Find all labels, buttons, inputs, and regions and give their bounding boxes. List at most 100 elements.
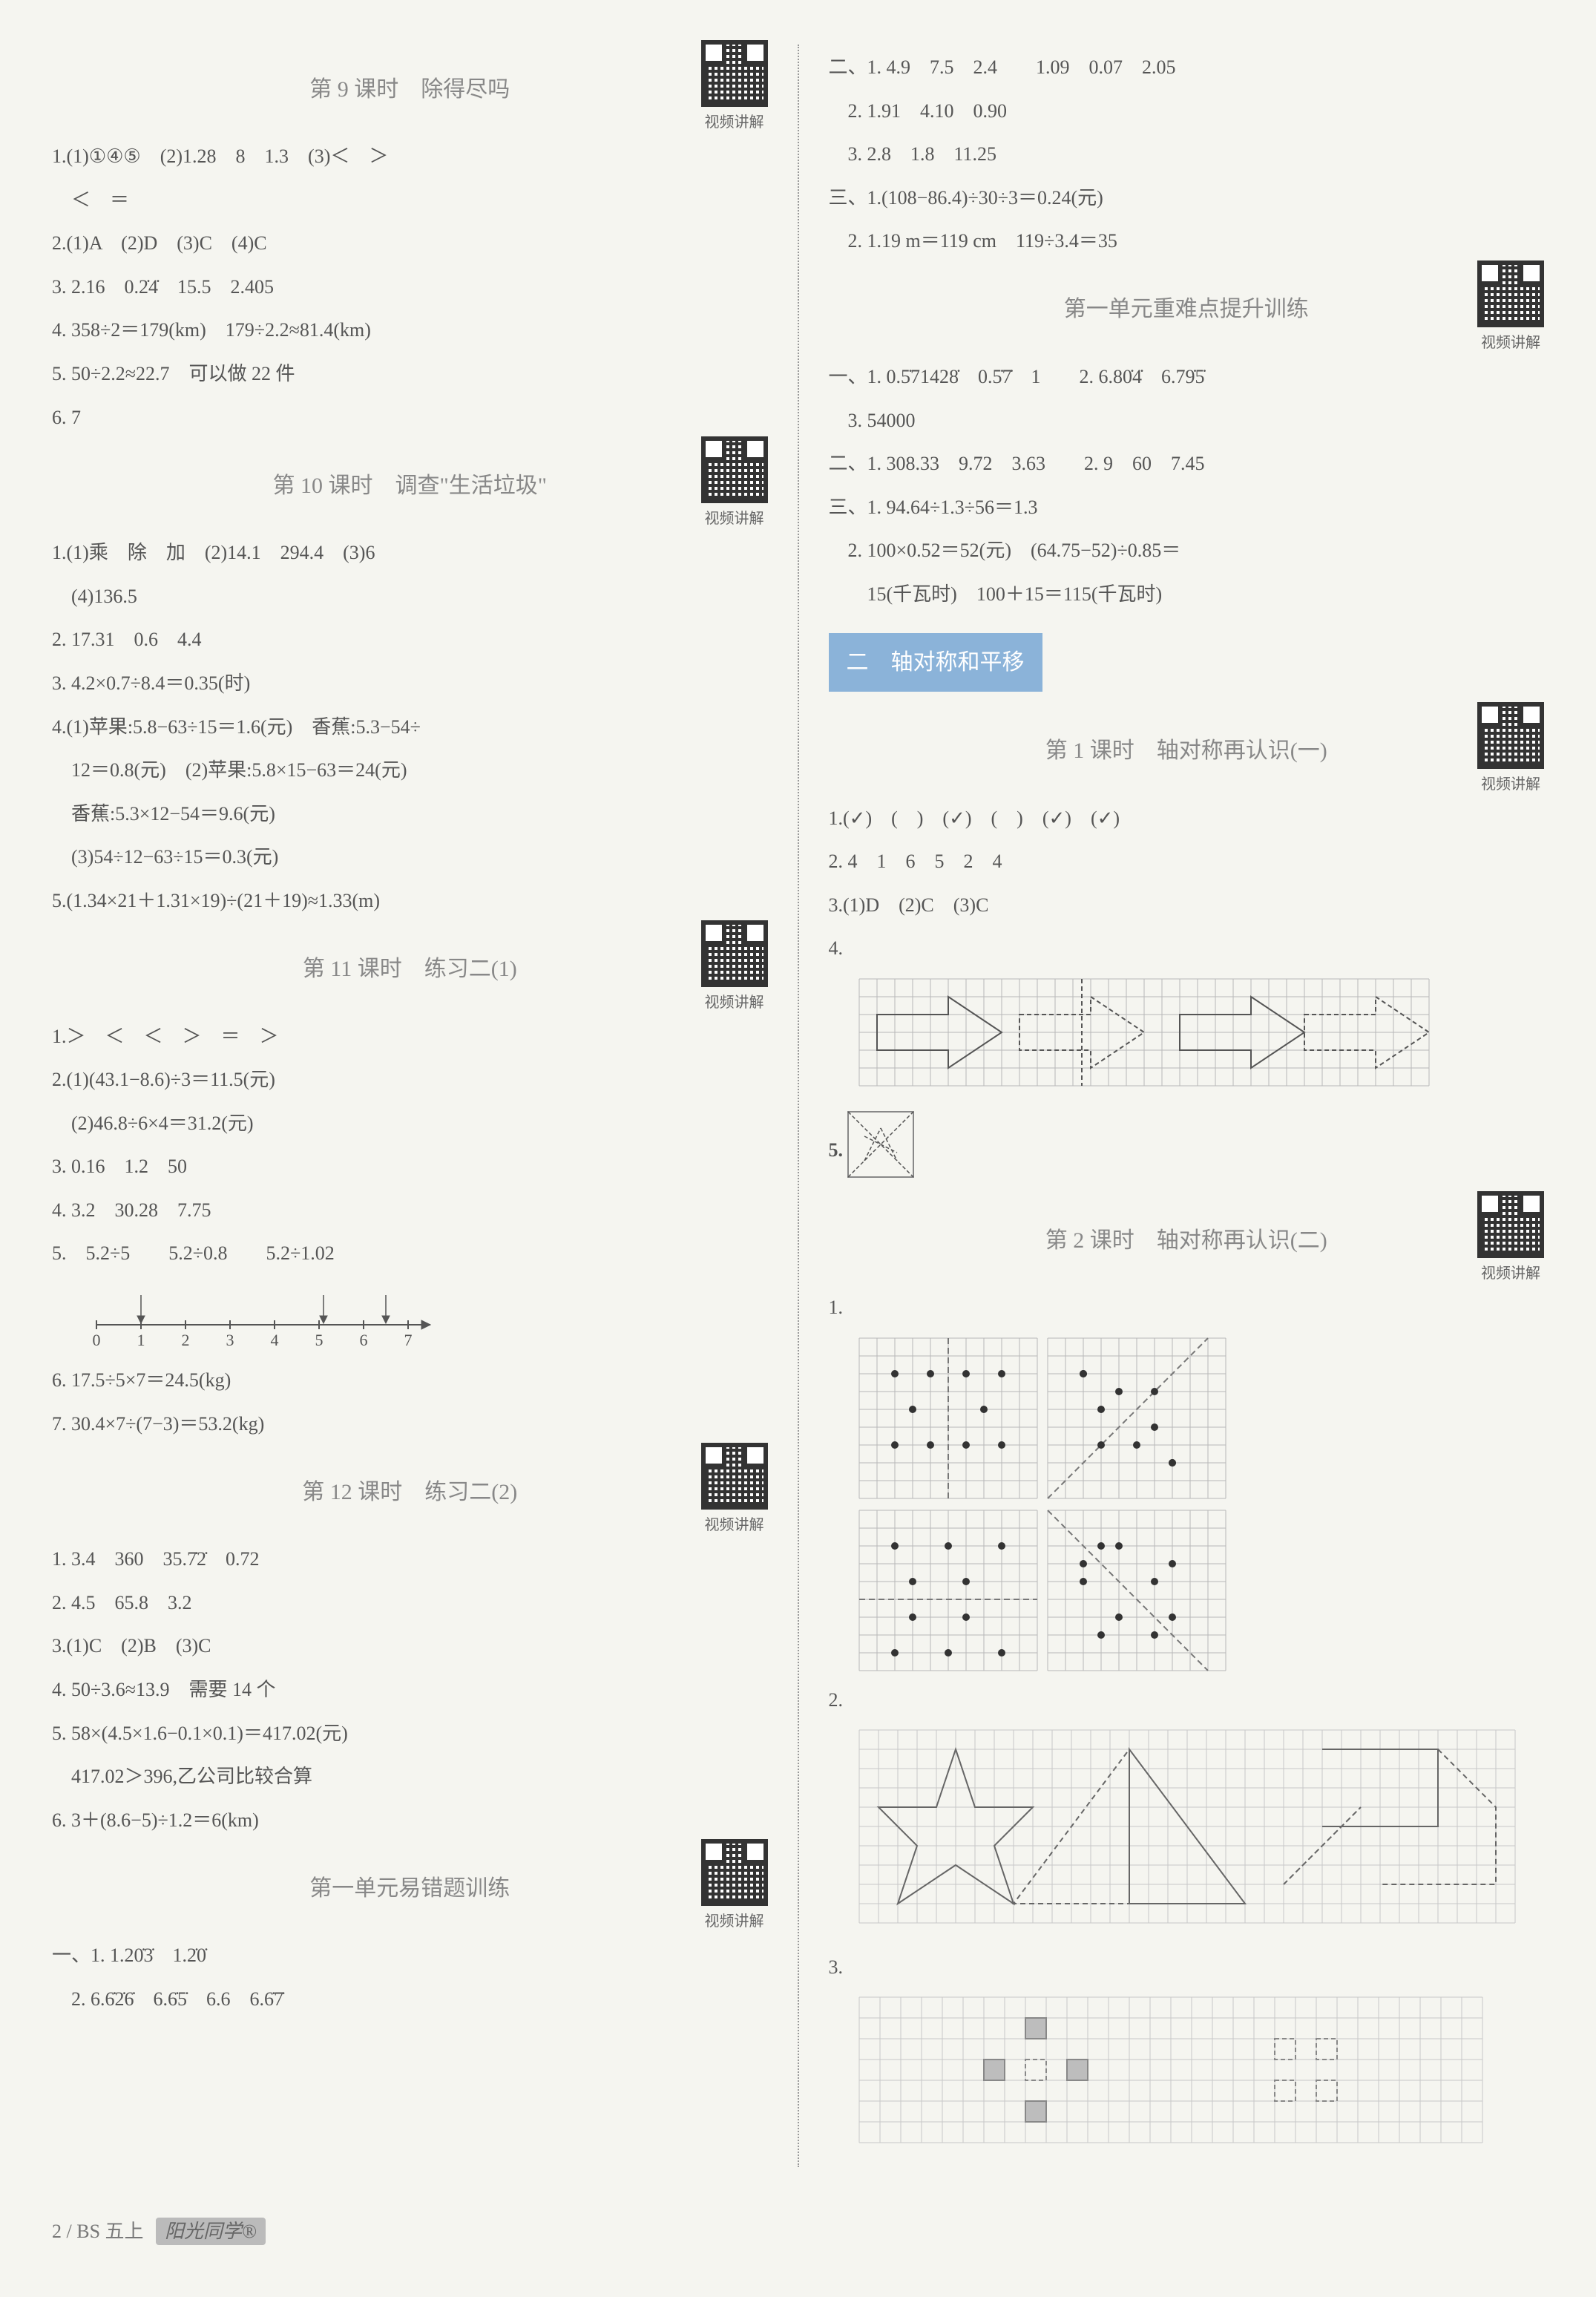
answer-line: 5.(1.34×21＋1.31×19)÷(21＋19)≈1.33(m)	[52, 881, 768, 922]
sec10-title: 第 10 课时 调查"生活垃圾"	[52, 462, 768, 509]
answer-line: 一、1. 1.20̇3̇ 1.2̇0̇	[52, 1936, 768, 1976]
answer-line: 二、1. 4.9 7.5 2.4 1.09 0.07 2.05	[829, 47, 1545, 88]
answer-line: 1. 3.4 360 35.7̇2̇ 0.72	[52, 1539, 768, 1580]
answer-line: 2. 1.91 4.10 0.90	[829, 91, 1545, 132]
right-cont-body: 二、1. 4.9 7.5 2.4 1.09 0.07 2.05 2. 1.91 …	[829, 47, 1545, 262]
answer-line: 三、1.(108−86.4)÷30÷3＝0.24(元)	[829, 178, 1545, 219]
qr-icon	[701, 920, 768, 987]
answer-line: 3. 54000	[829, 401, 1545, 442]
sec10-body: 1.(1)乘 除 加 (2)14.1 294.4 (3)6 (4)136.52.…	[52, 533, 768, 921]
sec9-body: 1.(1)①④⑤ (2)1.28 8 1.3 (3)＜ ＞ ＜ ＝2.(1)A …	[52, 137, 768, 438]
lesson2-title-row: 第 2 课时 轴对称再认识(二) 视频讲解	[829, 1196, 1545, 1285]
lesson1-title: 第 1 课时 轴对称再认识(一)	[829, 727, 1545, 774]
sec12-title: 第 12 课时 练习二(2)	[52, 1469, 768, 1516]
lesson2-q1-label: 1.	[829, 1288, 1545, 1328]
q5-num: 5.	[829, 1138, 844, 1160]
svg-text:7: 7	[404, 1331, 413, 1347]
answer-line: (2)46.8÷6×4＝31.2(元)	[52, 1104, 768, 1144]
answer-line: 4. 50÷3.6≈13.9 需要 14 个	[52, 1670, 768, 1711]
grid-panel	[858, 1510, 1038, 1671]
qr-icon	[1477, 260, 1544, 327]
answer-line: 7. 30.4×7÷(7−3)＝53.2(kg)	[52, 1404, 768, 1445]
qr-label: 视频讲解	[705, 503, 764, 534]
answer-line: (4)136.5	[52, 577, 768, 617]
sec9-title: 第 9 课时 除得尽吗	[52, 66, 768, 113]
svg-text:1: 1	[137, 1331, 145, 1347]
sec12-title-row: 第 12 课时 练习二(2) 视频讲解	[52, 1447, 768, 1536]
answer-line: 1.(1)乘 除 加 (2)14.1 294.4 (3)6	[52, 533, 768, 574]
qr-sec9: 视频讲解	[701, 40, 768, 138]
qr-unit-hard: 视频讲解	[1477, 260, 1544, 358]
lesson1-fig5	[856, 1110, 915, 1193]
lesson2-q3-label: 3.	[829, 1947, 1545, 1988]
qr-label: 视频讲解	[705, 1510, 764, 1541]
answer-line: 6. 3＋(8.6−5)÷1.2＝6(km)	[52, 1800, 768, 1841]
page-footer: 2 / BS 五上 阳光同学®	[52, 2212, 1544, 2252]
answer-line: 417.02＞396,乙公司比较合算	[52, 1757, 768, 1798]
grid-panel	[858, 1337, 1038, 1499]
lesson1-fig4	[858, 978, 1545, 1101]
answer-line: 15(千瓦时) 100＋15＝115(千瓦时)	[829, 574, 1545, 615]
answer-line: 4.	[829, 928, 1545, 969]
answer-line: 2. 1.19 m＝119 cm 119÷3.4＝35	[829, 221, 1545, 262]
answer-line: 3.(1)C (2)B (3)C	[52, 1626, 768, 1667]
sec11-body-after: 6. 17.5÷5×7＝24.5(kg)7. 30.4×7÷(7−3)＝53.2…	[52, 1360, 768, 1444]
unit-hard-body: 一、1. 0.5̇71428̇ 0.5̇7̇ 1 2. 6.80̇4̇ 6.79…	[829, 357, 1545, 615]
qr-icon	[701, 1839, 768, 1906]
answer-line: 6. 17.5÷5×7＝24.5(kg)	[52, 1360, 768, 1401]
answer-line: 5. 50÷2.2≈22.7 可以做 22 件	[52, 354, 768, 395]
answer-line: 3. 0.16 1.2 50	[52, 1147, 768, 1187]
svg-text:0: 0	[93, 1331, 101, 1347]
lesson1-q5-label: 5.	[829, 1110, 1545, 1193]
answer-line: 4. 3.2 30.28 7.75	[52, 1190, 768, 1231]
answer-line: 12＝0.8(元) (2)苹果:5.8×15−63＝24(元)	[52, 750, 768, 791]
answer-line: 二、1. 308.33 9.72 3.63 2. 9 60 7.45	[829, 444, 1545, 485]
answer-line: 1.(1)①④⑤ (2)1.28 8 1.3 (3)＜ ＞	[52, 137, 768, 177]
lesson2-fig2	[858, 1729, 1545, 1939]
qr-lesson2: 视频讲解	[1477, 1191, 1544, 1289]
lesson1-title-row: 第 1 课时 轴对称再认识(一) 视频讲解	[829, 707, 1545, 796]
page-number: 2 / BS 五上	[52, 2221, 144, 2242]
qr-icon	[701, 40, 768, 107]
lesson2-q2-label: 2.	[829, 1680, 1545, 1721]
answer-line: 2. 100×0.52＝52(元) (64.75−52)÷0.85＝	[829, 531, 1545, 571]
qr-lesson1: 视频讲解	[1477, 702, 1544, 800]
answer-line: 2. 6.6̇2̇6̇ 6.6̇5̇ 6.6 6.6̇7̇	[52, 1979, 768, 2020]
qr-label: 视频讲解	[705, 1906, 764, 1937]
answer-line: 3. 2.16 0.2̇4̇ 15.5 2.405	[52, 267, 768, 308]
answer-line: 三、1. 94.64÷1.3÷56＝1.3	[829, 488, 1545, 528]
sec12-body: 1. 3.4 360 35.7̇2̇ 0.722. 4.5 65.8 3.23.…	[52, 1539, 768, 1841]
lesson2-title: 第 2 课时 轴对称再认识(二)	[829, 1217, 1545, 1264]
answer-line: 6. 7	[52, 398, 768, 439]
answer-line: 5. 5.2÷5 5.2÷0.8 5.2÷1.02	[52, 1233, 768, 1274]
unit-err-title-row: 第一单元易错题训练 视频讲解	[52, 1844, 768, 1933]
sec11-title-row: 第 11 课时 练习二(1) 视频讲解	[52, 925, 768, 1014]
qr-label: 视频讲解	[705, 107, 764, 138]
qr-icon	[1477, 1191, 1544, 1258]
qr-icon	[701, 436, 768, 503]
qr-sec10: 视频讲解	[701, 436, 768, 534]
chapter-banner: 二 轴对称和平移	[829, 633, 1042, 692]
qr-label: 视频讲解	[705, 987, 764, 1018]
qr-sec11: 视频讲解	[701, 920, 768, 1018]
unit-hard-title: 第一单元重难点提升训练	[829, 286, 1545, 332]
qr-unit-err: 视频讲解	[701, 1839, 768, 1937]
svg-text:3: 3	[226, 1331, 234, 1347]
qr-icon	[701, 1443, 768, 1510]
answer-line: 1.(✓) ( ) (✓) ( ) (✓) (✓)	[829, 799, 1545, 839]
unit-err-title: 第一单元易错题训练	[52, 1865, 768, 1912]
svg-text:2: 2	[182, 1331, 190, 1347]
sec10-title-row: 第 10 课时 调查"生活垃圾" 视频讲解	[52, 441, 768, 530]
qr-label: 视频讲解	[1481, 1258, 1540, 1289]
lesson1-body: 1.(✓) ( ) (✓) ( ) (✓) (✓)2. 4 1 6 5 2 43…	[829, 799, 1545, 969]
answer-line: 3.(1)D (2)C (3)C	[829, 885, 1545, 926]
answer-line: 2. 17.31 0.6 4.4	[52, 620, 768, 661]
lesson2-fig3	[858, 1996, 1545, 2158]
answer-line: 1.＞ ＜ ＜ ＞ ＝ ＞	[52, 1017, 768, 1058]
sec9-title-row: 第 9 课时 除得尽吗 视频讲解	[52, 45, 768, 134]
answer-line: 香蕉:5.3×12−54＝9.6(元)	[52, 794, 768, 835]
grid-panel	[1047, 1337, 1226, 1499]
answer-line: 5. 58×(4.5×1.6−0.1×0.1)＝417.02(元)	[52, 1714, 768, 1754]
svg-text:4: 4	[271, 1331, 279, 1347]
answer-line: 3. 2.8 1.8 11.25	[829, 134, 1545, 175]
